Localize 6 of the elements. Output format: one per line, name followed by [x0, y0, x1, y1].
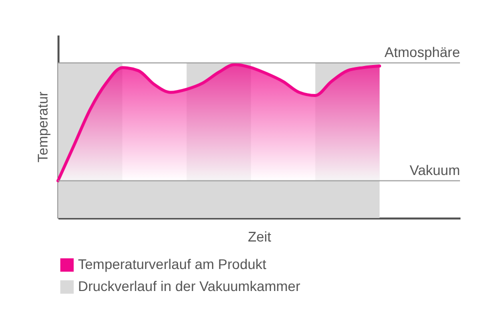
x-axis-title: Zeit — [248, 228, 272, 244]
ref-line-label: Vakuum — [410, 162, 460, 178]
y-axis-title: Temperatur — [34, 91, 50, 162]
ref-line-label: Atmosphäre — [384, 44, 460, 60]
legend-label: Temperaturverlauf am Produkt — [78, 256, 266, 272]
legend-label: Druckverlauf in der Vakuumkammer — [78, 278, 301, 294]
